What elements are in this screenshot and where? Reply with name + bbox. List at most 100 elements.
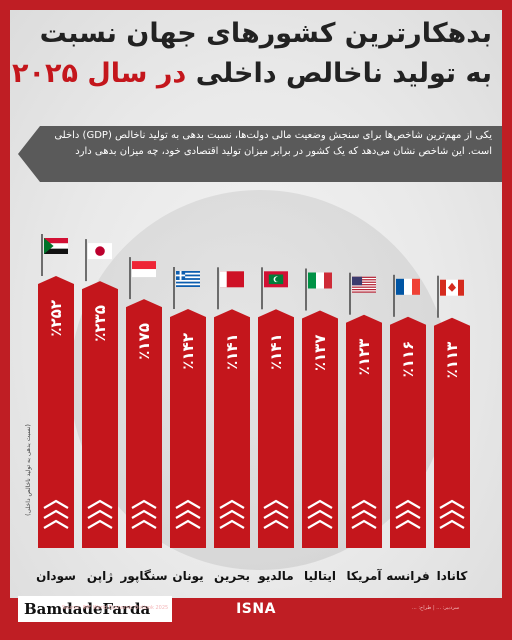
bar-value-label: ٪۱۲۳ — [355, 339, 373, 376]
description-banner: یکی از مهم‌ترین شاخص‌ها برای سنجش وضعیت … — [18, 126, 502, 182]
bahrain-flag-band — [220, 271, 227, 288]
bar-chevron — [307, 509, 333, 519]
bar — [258, 309, 294, 548]
bar — [126, 299, 162, 548]
greece-flag-stripe — [176, 279, 200, 282]
credit-note: سردبیر: ... | طراح: ... — [412, 605, 460, 611]
category-label: ژاپن — [87, 569, 113, 583]
brand-logo-text: BamdadeFarda — [24, 600, 151, 618]
bar-value-label: ٪۲۳۵ — [91, 305, 109, 342]
bar-chevron — [219, 519, 245, 529]
usa-flag-stripe — [352, 281, 376, 283]
bar — [346, 314, 382, 548]
bar-chevron — [131, 519, 157, 529]
bar-value-label: ٪۱۳۷ — [311, 335, 329, 372]
bar-chevron — [43, 499, 69, 509]
category-label: کانادا — [437, 569, 468, 583]
brand-box — [18, 596, 172, 622]
category-label: سنگاپور — [119, 569, 167, 584]
bar-chevron — [175, 509, 201, 519]
france-flag — [396, 278, 404, 295]
italy-flag-stripe — [316, 272, 324, 289]
bar-chevron — [43, 509, 69, 519]
bar-chevron — [87, 519, 113, 529]
bar-chevron — [395, 499, 421, 509]
bar-chevron — [87, 509, 113, 519]
sudan-flag-stripe — [44, 243, 68, 249]
singapore-flag-stripe — [132, 269, 156, 278]
bar-value-label: ٪۲۵۲ — [47, 300, 65, 337]
italy-flag — [308, 272, 316, 289]
bar — [82, 281, 118, 548]
category-label: آمریکا — [347, 568, 383, 583]
bar-chevron — [175, 499, 201, 509]
usa-flag-stripe — [352, 284, 376, 286]
axis-note: (نسبت بدهی به تولید ناخالص داخلی) — [25, 424, 32, 516]
usa-flag-stripe — [352, 279, 376, 281]
bar-chevron — [307, 519, 333, 529]
bar-chevron — [439, 509, 465, 519]
bar-chevron — [439, 519, 465, 529]
usa-flag-stripe — [352, 289, 376, 291]
greece-flag-stripe — [176, 272, 200, 275]
bar-value-label: ٪۱۷۵ — [135, 323, 153, 360]
bar-chevron — [87, 499, 113, 509]
title-line-1: بدهکارترین کشورهای جهان نسبت — [39, 18, 492, 49]
italy-flag-stripe — [324, 272, 332, 289]
bar-chevron — [263, 499, 289, 509]
bar-chevron — [395, 519, 421, 529]
bar-chevron — [175, 519, 201, 529]
bar — [170, 309, 206, 548]
category-label: ایتالیا — [304, 569, 336, 583]
agency-logo: ISNA — [236, 601, 276, 617]
maldives-flag-crescent-cut — [275, 276, 281, 282]
bar — [214, 309, 250, 548]
category-label: بحرین — [214, 569, 250, 583]
usa-flag-stripe — [352, 276, 376, 278]
bar-chevron — [131, 499, 157, 509]
usa-flag-stripe — [352, 286, 376, 288]
singapore-flag — [132, 261, 156, 270]
chart-title: بدهکارترین کشورهای جهان نسبت به تولید نا… — [12, 14, 492, 94]
bar-value-label: ٪۱۱۳ — [443, 342, 461, 379]
bar-value-label: ٪۱۴۱ — [267, 333, 285, 370]
category-label: سودان — [36, 569, 76, 584]
title-line-2-text: به تولید ناخالص داخلی — [186, 58, 492, 89]
category-label: فرانسه — [386, 569, 429, 583]
bar-chevron — [351, 499, 377, 509]
bar-chevron — [395, 509, 421, 519]
bar-chevron — [439, 499, 465, 509]
france-flag-stripe — [412, 278, 420, 295]
bar — [38, 276, 74, 548]
bar-chevron — [131, 509, 157, 519]
title-year-highlight: در سال ۲۰۲۵ — [12, 58, 187, 89]
bar-chevron — [219, 509, 245, 519]
source-note: Source: IMF World Economic Outlook 2025 — [62, 605, 169, 611]
bar-chevron — [307, 499, 333, 509]
canada-flag-band — [458, 279, 464, 296]
greece-flag-stripe — [176, 276, 200, 279]
sudan-flag — [44, 238, 68, 244]
bar — [434, 317, 470, 548]
bar-value-label: ٪۱۱۶ — [399, 341, 417, 378]
bar-chevron — [351, 519, 377, 529]
sudan-flag-triangle — [44, 238, 54, 254]
japan-flag-disc — [95, 246, 105, 256]
bar — [302, 310, 338, 548]
bar-value-label: ٪۱۴۲ — [179, 333, 197, 370]
usa-flag-canton — [352, 276, 363, 286]
sudan-flag-stripe — [44, 248, 68, 254]
bar-chevron — [43, 519, 69, 529]
usa-flag-stripe — [352, 291, 376, 293]
greece-flag-stripe — [176, 283, 200, 286]
description-text: یکی از مهم‌ترین شاخص‌ها برای سنجش وضعیت … — [54, 130, 492, 157]
bar-chevron — [219, 499, 245, 509]
bar — [390, 316, 426, 548]
canada-flag-band — [440, 279, 446, 296]
title-line-2: به تولید ناخالص داخلی در سال ۲۰۲۵ — [12, 54, 492, 94]
canada-flag-leaf — [448, 282, 456, 292]
bar-chevron — [351, 509, 377, 519]
bar-chevron — [263, 519, 289, 529]
category-label: مالدیو — [257, 569, 293, 584]
